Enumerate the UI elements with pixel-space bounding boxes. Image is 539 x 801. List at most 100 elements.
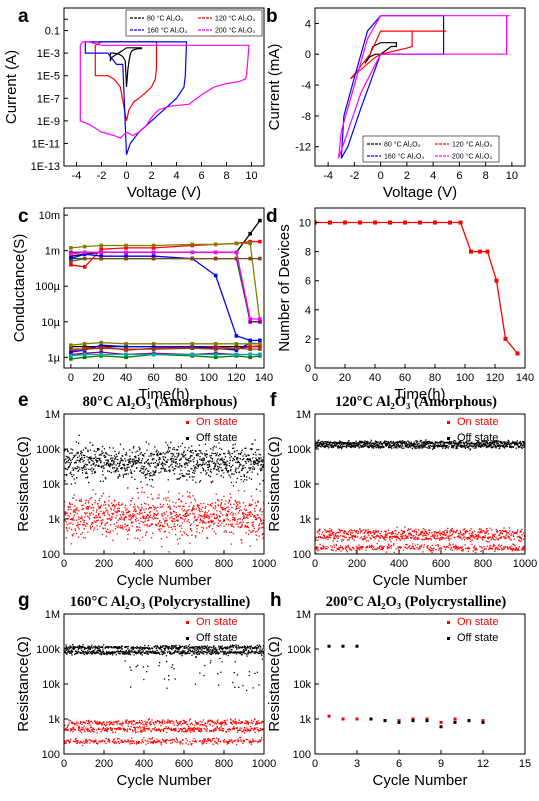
data-point — [234, 450, 236, 453]
data-point — [477, 445, 480, 448]
y-tick-label: 1m — [45, 246, 60, 258]
data-point — [84, 502, 87, 504]
data-point — [66, 727, 69, 729]
data-point — [100, 466, 102, 468]
data-point — [128, 527, 130, 529]
data-point — [153, 728, 155, 730]
data-point — [218, 442, 220, 444]
data-point — [97, 743, 99, 745]
data-point — [438, 547, 440, 550]
data-point — [126, 512, 128, 514]
data-point — [87, 720, 90, 723]
data-point — [140, 462, 143, 464]
data-point — [495, 446, 497, 448]
data-point — [90, 497, 92, 499]
data-point — [124, 523, 126, 525]
data-point — [172, 453, 174, 455]
data-point — [139, 508, 141, 511]
data-point — [109, 447, 111, 449]
data-point — [368, 546, 371, 549]
data-point — [128, 741, 130, 743]
data-point — [357, 530, 359, 533]
data-point — [220, 475, 222, 477]
data-point — [211, 505, 213, 507]
data-point — [418, 442, 420, 445]
data-point — [80, 458, 82, 460]
data-point — [236, 458, 238, 461]
data-point — [198, 450, 200, 452]
data-point — [503, 530, 505, 532]
data-point — [499, 445, 502, 448]
data-point — [419, 545, 421, 548]
data-point — [76, 524, 78, 527]
x-tick-label: 0 — [378, 170, 384, 182]
data-point — [342, 445, 345, 448]
data-point — [413, 531, 416, 533]
data-point — [69, 518, 72, 521]
data-point — [165, 497, 167, 499]
data-point — [69, 259, 73, 264]
data-point — [223, 458, 225, 461]
data-point — [103, 728, 105, 730]
data-point — [142, 515, 144, 517]
data-point — [131, 525, 133, 527]
data-point — [326, 536, 328, 538]
data-point — [412, 446, 414, 448]
data-point — [257, 464, 259, 466]
x-axis-label: Voltage (V) — [127, 184, 201, 201]
data-point — [332, 446, 334, 449]
data-point — [144, 524, 146, 526]
data-point — [397, 441, 400, 443]
data-point — [132, 506, 135, 508]
data-point — [321, 443, 323, 446]
data-point — [216, 453, 218, 456]
data-point — [506, 443, 508, 446]
data-point — [116, 533, 118, 535]
data-point — [260, 457, 262, 459]
data-point — [522, 546, 524, 548]
data-point — [132, 729, 134, 731]
data-point — [236, 449, 238, 452]
data-point — [417, 447, 419, 449]
data-point — [484, 535, 487, 537]
data-point — [140, 509, 142, 511]
data-point — [196, 524, 198, 527]
data-point — [128, 739, 130, 742]
y-axis-label: Current (mA) — [266, 44, 283, 131]
data-point — [164, 453, 166, 455]
data-point — [149, 724, 152, 726]
data-point — [113, 461, 115, 463]
data-point — [411, 534, 413, 536]
data-point — [98, 454, 100, 456]
data-point — [209, 504, 211, 507]
data-point — [432, 443, 434, 445]
data-point — [198, 514, 200, 516]
data-point — [234, 455, 236, 458]
data-point — [451, 534, 453, 536]
data-point — [257, 501, 259, 504]
data-point — [156, 514, 158, 517]
data-point — [71, 721, 74, 724]
data-point — [84, 466, 86, 468]
data-point — [82, 744, 84, 747]
data-point — [80, 450, 82, 452]
data-point — [192, 471, 194, 474]
data-point — [127, 524, 129, 526]
data-point — [486, 446, 488, 448]
data-point — [413, 548, 415, 550]
data-point — [514, 441, 516, 443]
data-point — [108, 470, 111, 473]
data-point — [135, 732, 137, 734]
data-point — [249, 458, 251, 460]
data-point — [97, 457, 100, 460]
data-point — [86, 508, 88, 510]
data-point — [102, 452, 104, 454]
data-point — [157, 453, 159, 456]
data-point — [91, 507, 93, 509]
data-point — [456, 443, 458, 446]
data-point — [385, 443, 387, 445]
data-point — [440, 445, 442, 447]
data-point — [232, 513, 234, 515]
data-point — [124, 342, 128, 346]
data-point — [171, 720, 173, 722]
